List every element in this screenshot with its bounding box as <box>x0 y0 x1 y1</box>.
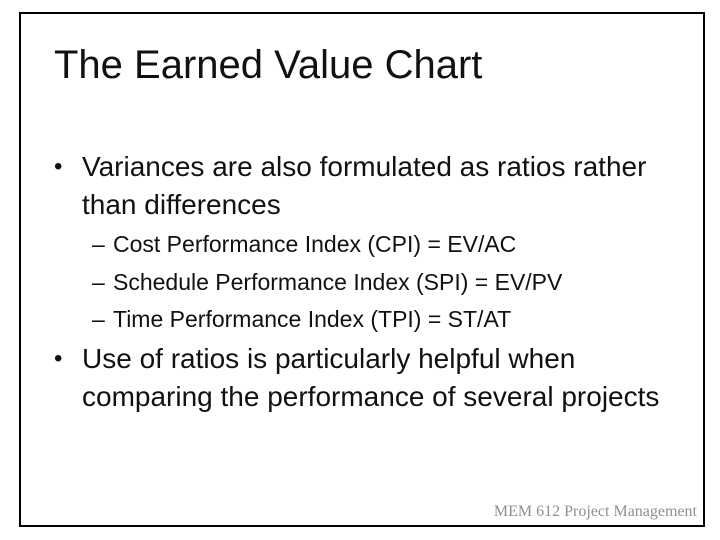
bullet-text: Variances are also formulated as ratios … <box>82 151 647 220</box>
footer-course-label: MEM 612 Project Management <box>493 503 697 520</box>
dash-bullet-icon: – <box>92 306 105 332</box>
sub-bullet-text: Schedule Performance Index (SPI) = EV/PV <box>113 268 563 295</box>
dash-bullet-icon: – <box>92 268 105 295</box>
bullet-item-use-of-ratios: • Use of ratios is particularly helpful … <box>54 340 672 416</box>
dash-bullet-icon: – <box>92 231 105 257</box>
sub-bullet-item-spi: – Schedule Performance Index (SPI) = EV/… <box>92 264 562 302</box>
sub-bullet-item-cpi: – Cost Performance Index (CPI) = EV/AC <box>92 226 562 264</box>
slide-frame-border <box>19 12 705 527</box>
bullet-text: Use of ratios is particularly helpful wh… <box>82 343 660 412</box>
bullet-dot-icon: • <box>54 345 63 372</box>
sub-bullet-text: Cost Performance Index (CPI) = EV/AC <box>113 231 517 257</box>
slide-title: The Earned Value Chart <box>54 43 483 87</box>
sub-bullet-list: – Cost Performance Index (CPI) = EV/AC –… <box>92 226 562 339</box>
bullet-item-variances: • Variances are also formulated as ratio… <box>54 148 672 224</box>
sub-bullet-item-tpi: – Time Performance Index (TPI) = ST/AT <box>92 301 562 339</box>
sub-bullet-text: Time Performance Index (TPI) = ST/AT <box>113 306 512 332</box>
bullet-dot-icon: • <box>54 153 63 180</box>
